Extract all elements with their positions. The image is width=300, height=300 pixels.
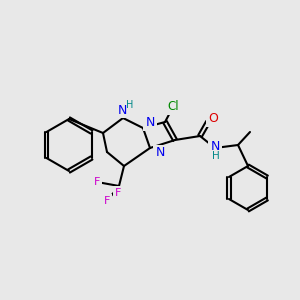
Text: H: H <box>212 151 220 161</box>
Text: N: N <box>210 140 220 154</box>
Text: F: F <box>94 177 100 187</box>
Text: F: F <box>104 196 110 206</box>
Text: O: O <box>208 112 218 125</box>
Text: F: F <box>115 188 121 198</box>
Text: N: N <box>117 103 127 116</box>
Text: H: H <box>126 100 134 110</box>
Text: N: N <box>145 116 155 130</box>
Text: Cl: Cl <box>167 100 179 113</box>
Text: N: N <box>155 146 165 160</box>
